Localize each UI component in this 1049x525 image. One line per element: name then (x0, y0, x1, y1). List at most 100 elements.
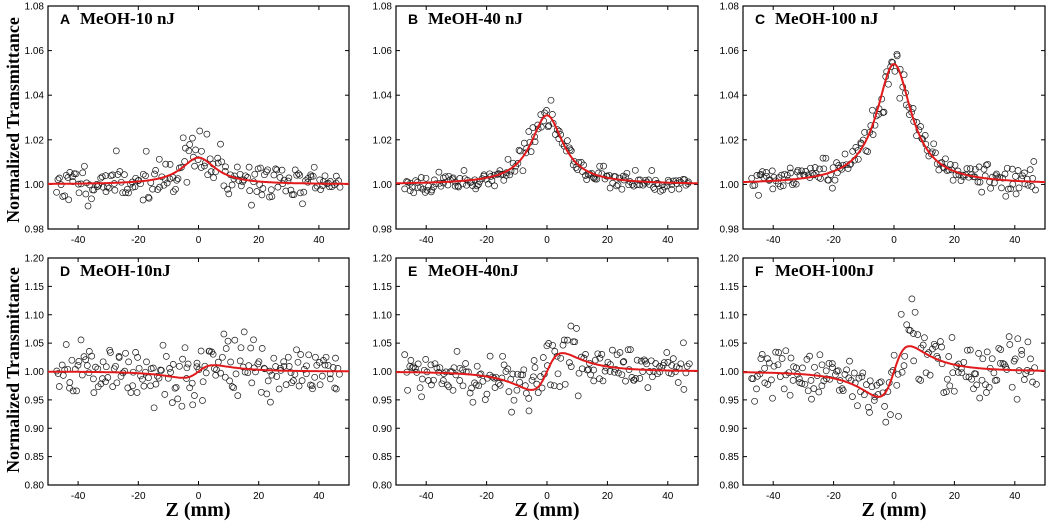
x-tick-label: -20 (826, 491, 841, 502)
data-point (587, 371, 594, 379)
data-point (890, 351, 898, 359)
y-tick-label: 1.06 (373, 46, 393, 57)
y-tick-label: 1.00 (373, 367, 393, 378)
data-point (962, 373, 970, 381)
data-point (594, 350, 602, 358)
data-point (627, 346, 634, 353)
fit-curve (48, 156, 349, 185)
data-point (459, 382, 467, 390)
x-tick-label: -40 (71, 235, 86, 246)
data-point (877, 378, 885, 386)
data-point (294, 358, 302, 366)
data-point (654, 180, 662, 187)
data-point (217, 369, 224, 377)
data-point (1021, 169, 1028, 177)
data-point (293, 346, 300, 354)
data-point (298, 377, 306, 384)
data-point (145, 374, 152, 382)
data-point (270, 171, 278, 179)
y-tick-label: 1.02 (373, 135, 393, 146)
data-point (787, 169, 794, 177)
data-point (438, 380, 446, 388)
data-point (1013, 395, 1021, 403)
data-point (806, 352, 813, 360)
data-point (950, 387, 958, 395)
data-point (846, 357, 853, 365)
data-point (841, 371, 849, 378)
data-point (915, 375, 923, 383)
data-point (466, 389, 474, 397)
panel-letter: B (408, 11, 418, 27)
data-point (228, 181, 236, 189)
data-point (509, 370, 517, 378)
data-point (92, 363, 99, 371)
data-point (61, 192, 69, 200)
data-point (213, 366, 220, 374)
data-point (303, 362, 310, 370)
data-point (663, 349, 671, 356)
data-point (995, 344, 1003, 352)
data-point (469, 398, 477, 406)
data-point (300, 188, 308, 196)
data-point (564, 137, 571, 144)
data-point (135, 364, 143, 372)
data-point (537, 373, 544, 380)
data-point (668, 362, 676, 369)
data-point (802, 168, 810, 175)
data-point (145, 193, 152, 201)
data-point (74, 361, 82, 369)
data-point (122, 189, 129, 197)
data-point (158, 367, 165, 374)
data-point (514, 370, 521, 378)
data-point (287, 369, 295, 376)
data-point (408, 183, 416, 191)
data-point (299, 200, 306, 208)
x-tick-label: 40 (662, 491, 674, 502)
data-point (557, 354, 565, 362)
data-point (937, 338, 944, 345)
data-point (264, 166, 271, 174)
data-point (988, 355, 996, 363)
data-point (75, 358, 83, 365)
data-point (932, 149, 939, 157)
data-point (897, 310, 905, 318)
data-point (140, 382, 148, 390)
data-point (481, 396, 489, 403)
data-point (753, 172, 761, 179)
data-point (1007, 185, 1015, 193)
y-tick-label: 0.85 (373, 452, 393, 463)
data-point (287, 186, 295, 194)
data-point (410, 189, 418, 197)
x-tick-label: 20 (253, 235, 265, 246)
panel-letter: D (60, 263, 70, 279)
data-point (332, 172, 340, 180)
data-point (1014, 335, 1022, 343)
data-point (199, 397, 206, 404)
data-point (787, 354, 795, 362)
data-point (401, 185, 409, 193)
data-point (982, 161, 990, 169)
x-tick-label: -40 (419, 491, 434, 502)
data-point (519, 371, 527, 379)
data-point (143, 358, 150, 366)
data-point (820, 165, 828, 173)
data-point (538, 384, 546, 392)
data-point (511, 167, 519, 175)
y-tick-label: 1.15 (373, 282, 393, 293)
data-point (264, 377, 272, 385)
data-point (65, 196, 73, 204)
data-point (214, 358, 222, 366)
data-point (596, 162, 604, 170)
data-point (473, 182, 481, 190)
data-point (789, 377, 797, 384)
data-point (151, 170, 158, 178)
data-point (257, 388, 265, 396)
data-point (590, 366, 597, 374)
data-point (83, 362, 91, 369)
data-point (274, 183, 282, 191)
data-point (917, 377, 925, 384)
y-tick-label: 0.80 (720, 481, 740, 492)
data-point (598, 351, 606, 358)
data-point (549, 341, 556, 349)
data-point (769, 394, 776, 402)
